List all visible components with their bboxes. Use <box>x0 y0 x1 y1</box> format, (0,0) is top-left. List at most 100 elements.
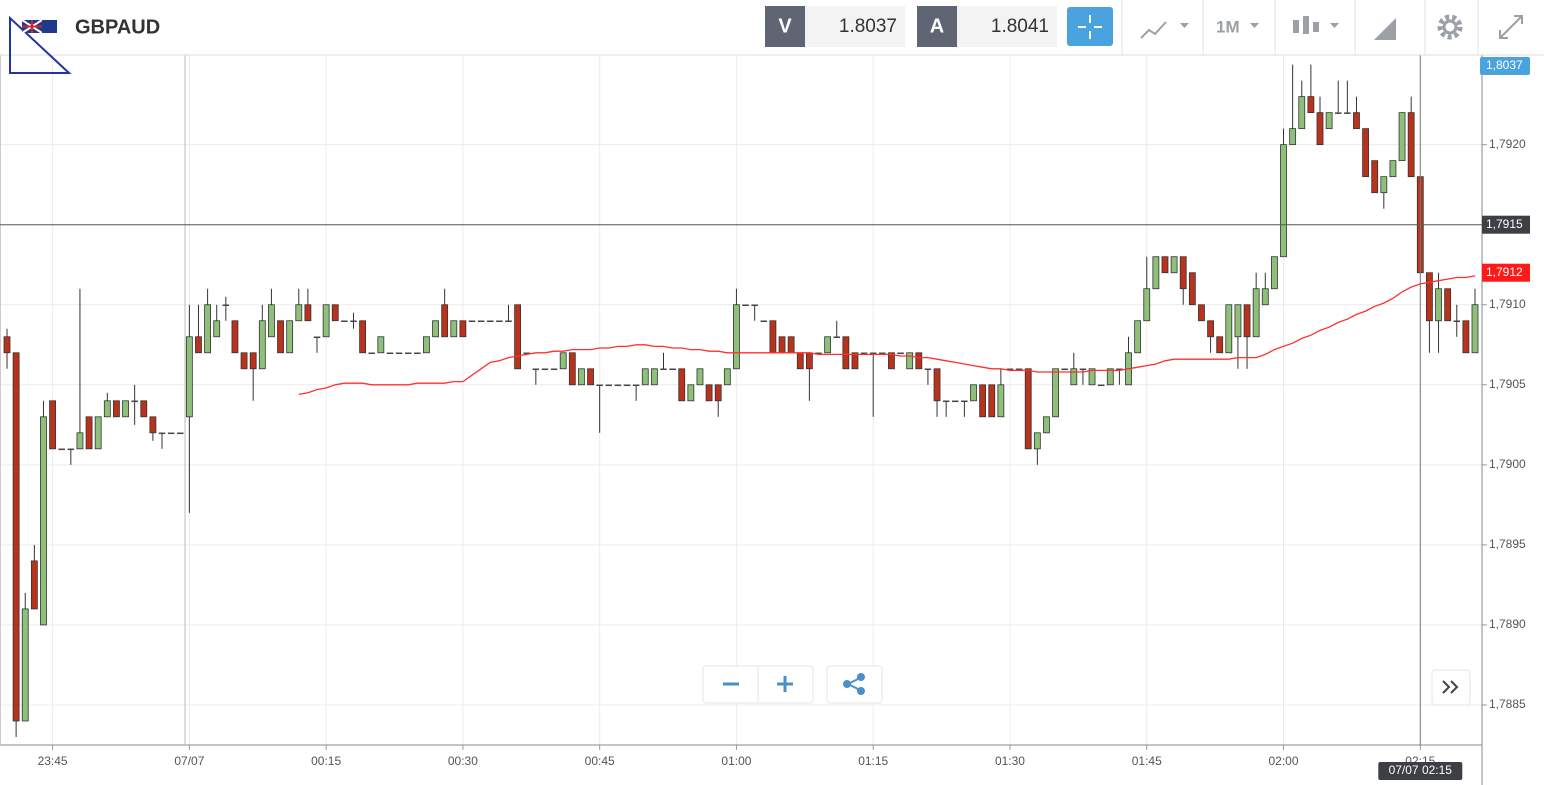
candle-body <box>40 416 47 626</box>
timeframe-button[interactable]: 1M <box>1216 17 1259 36</box>
candle-body <box>614 384 622 387</box>
last-price-label: 1,7912 <box>1486 265 1523 279</box>
candle-body <box>3 336 11 354</box>
candle-body <box>660 368 667 371</box>
candle-body <box>359 320 367 354</box>
candle-body <box>103 400 111 418</box>
candle-body <box>559 352 567 370</box>
candle-body <box>1170 256 1178 274</box>
candle-body <box>733 304 740 370</box>
candle-body <box>395 352 403 355</box>
candle-body <box>441 304 449 338</box>
indicator-button[interactable] <box>1293 16 1339 34</box>
candle-body <box>167 432 175 435</box>
symbol: GBPAUD <box>75 16 160 38</box>
candle-body <box>669 368 676 371</box>
candle-body <box>641 368 649 386</box>
candle-body <box>1052 368 1059 418</box>
candle-body <box>1207 320 1214 338</box>
candle-body <box>1371 160 1379 194</box>
candle-body <box>924 368 932 371</box>
x-tick-label: 07/07 <box>174 754 204 768</box>
candle-body <box>678 368 686 402</box>
settings-button[interactable] <box>1437 14 1463 40</box>
candle-body <box>805 352 813 370</box>
fullscreen-button[interactable] <box>1499 15 1523 39</box>
candle-body <box>1015 368 1023 371</box>
zoom-in[interactable] <box>777 676 793 692</box>
candle-body <box>222 304 230 306</box>
timeframe[interactable]: 1M <box>1216 17 1240 36</box>
candle-body <box>605 384 613 387</box>
candle-body <box>195 336 202 354</box>
candle-body <box>140 400 148 418</box>
x-tick-label: 01:00 <box>721 754 751 768</box>
ask-price[interactable]: 1.8041 <box>991 16 1049 37</box>
candle-body <box>1043 416 1050 434</box>
candle-body <box>1316 112 1324 146</box>
ask-box[interactable] <box>957 6 1057 47</box>
x-tick-label: 00:45 <box>585 754 615 768</box>
candle-body <box>1298 96 1306 130</box>
x-tick-label: 01:15 <box>858 754 888 768</box>
draw-button[interactable] <box>1374 18 1396 40</box>
candle-body <box>468 320 476 323</box>
candle-body <box>67 448 75 451</box>
candle-body <box>450 320 458 338</box>
crosshair-button[interactable] <box>1067 7 1113 46</box>
candle-body <box>769 320 777 354</box>
ask-label[interactable]: A <box>930 15 944 37</box>
candle-body <box>12 352 20 722</box>
candle-body <box>1152 256 1160 290</box>
plot-layer: 1,7885 1,7890 1,7895 1,7900 1,7905 1,7910 1,79… <box>0 55 1530 785</box>
bid-label-box[interactable] <box>765 6 805 47</box>
y-tick-label: 1,7900 <box>1489 457 1526 471</box>
y-tick-label: 1,7890 <box>1489 617 1526 631</box>
candle-body <box>1280 144 1287 258</box>
bid-marker-label: 1,8037 <box>1486 58 1523 72</box>
x-tick-label: 00:30 <box>448 754 478 768</box>
bid-box[interactable] <box>805 6 905 47</box>
candle-body <box>331 304 339 322</box>
candle-body <box>860 352 868 355</box>
candle-body <box>888 352 895 370</box>
candle-body <box>231 320 239 354</box>
candle-body <box>997 384 1005 418</box>
bid-label[interactable]: V <box>778 15 792 37</box>
candle-body <box>879 352 886 355</box>
candle-body <box>778 336 786 354</box>
bid-price[interactable]: 1.8037 <box>839 16 897 37</box>
x-tick-label: 01:30 <box>995 754 1025 768</box>
toolbar: GBPAUD V 1.8037 A 1.8041 1M <box>0 0 1544 74</box>
candle-body <box>842 336 850 370</box>
candle-body <box>596 384 603 387</box>
candle-body <box>796 352 804 370</box>
candle-body <box>30 560 38 610</box>
x-tick-label: 01:45 <box>1132 754 1162 768</box>
share-button[interactable] <box>826 665 883 704</box>
toolbar-separators <box>1121 0 1479 55</box>
zoom-controls <box>702 665 1471 706</box>
candle-body <box>1462 320 1470 354</box>
candle-body <box>979 384 987 418</box>
candle-body <box>696 368 704 386</box>
chart-type-button[interactable] <box>1140 21 1189 39</box>
ask-label-box[interactable] <box>917 6 957 47</box>
candle-body <box>477 320 485 323</box>
candle-body <box>1234 304 1242 338</box>
candle-body <box>587 368 594 386</box>
candle-body <box>824 336 832 354</box>
candle-body <box>787 336 795 354</box>
candle-body <box>322 304 330 338</box>
scroll-end-button[interactable] <box>1431 669 1471 706</box>
candle-body <box>204 304 211 354</box>
candle-body <box>341 320 348 323</box>
candle-body <box>149 416 157 434</box>
candle-body <box>240 352 248 370</box>
candle-body <box>988 384 996 418</box>
x-tick-label: 23:45 <box>38 754 68 768</box>
candle-body <box>185 336 193 418</box>
candle-body <box>1398 112 1406 162</box>
candle-body <box>1179 256 1187 290</box>
